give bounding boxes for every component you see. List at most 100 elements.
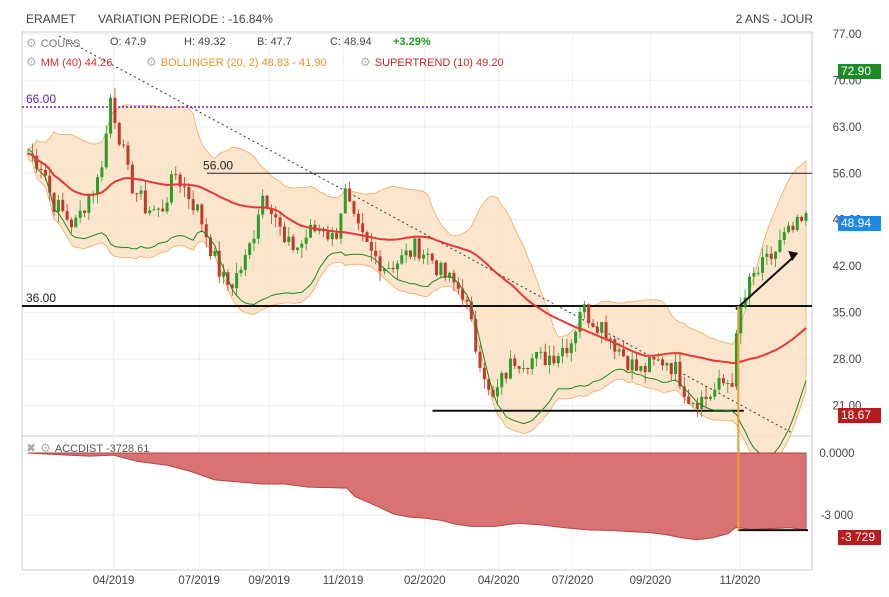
candle-body <box>326 231 330 240</box>
candle-body <box>752 273 756 277</box>
mm-label: MM (40) <box>40 57 82 69</box>
x-tick-label: 04/2020 <box>478 575 520 587</box>
candle-body <box>504 372 508 379</box>
candle-body <box>39 168 43 170</box>
candle-body <box>35 155 39 169</box>
close-icon[interactable]: ✖ <box>26 441 37 455</box>
candle-body <box>222 272 226 277</box>
candle-body <box>687 396 691 405</box>
supertrend-legend[interactable]: ⚙ SUPERTREND (10) 49.20 <box>360 55 504 69</box>
candle-body <box>43 169 47 176</box>
candle-body <box>352 201 356 214</box>
level-66-label: 66.00 <box>26 92 56 106</box>
candle-body <box>56 199 60 212</box>
candle-body <box>435 260 439 276</box>
symbol-label: ERAMET <box>26 12 77 26</box>
candle-body <box>448 272 452 278</box>
candle-body <box>135 193 139 195</box>
candle-body <box>543 351 547 365</box>
candle-body <box>608 338 612 340</box>
candle-body <box>196 204 200 211</box>
candle-body <box>335 233 339 239</box>
gear-icon[interactable]: ⚙ <box>26 55 37 69</box>
accdist-tick-label: 0.0000 <box>819 448 854 460</box>
candle-body <box>456 282 460 289</box>
y-tick-label: 35.00 <box>833 308 862 320</box>
candle-body <box>556 356 560 364</box>
candle-body <box>769 253 773 259</box>
candle-body <box>430 253 434 261</box>
candle-body <box>426 253 430 255</box>
candle-body <box>387 267 391 269</box>
candle-body <box>500 372 504 388</box>
candle-body <box>61 199 65 211</box>
candle-body <box>378 256 382 272</box>
candle-body <box>343 188 347 214</box>
candle-body <box>96 177 100 194</box>
candle-body <box>682 386 686 397</box>
price-tag-current: 48.94 <box>838 216 881 231</box>
candle-body <box>217 250 221 277</box>
candle-body <box>282 226 286 243</box>
cours-label: COURS <box>40 38 81 50</box>
candle-body <box>582 304 586 312</box>
candle-body <box>304 237 308 244</box>
gear-icon[interactable]: ⚙ <box>146 55 157 69</box>
candle-body <box>617 349 621 352</box>
candle-body <box>87 195 91 214</box>
candle-body <box>565 347 569 354</box>
candle-body <box>391 267 395 270</box>
candle-body <box>530 358 534 370</box>
candle-body <box>561 347 565 357</box>
candle-body <box>508 358 512 379</box>
cours-legend[interactable]: ⚙ COURS <box>26 36 81 50</box>
candle-body <box>591 323 595 327</box>
candle-body <box>595 326 599 333</box>
supertrend-line <box>27 148 807 459</box>
candle-body <box>213 250 217 257</box>
candle-body <box>356 213 360 224</box>
candle-body <box>700 396 704 409</box>
accdist-label: ACCDIST <box>54 443 103 455</box>
candle-body <box>482 367 486 380</box>
gear-icon[interactable]: ⚙ <box>26 36 37 50</box>
bollinger-value: 48.83 - 41.90 <box>261 57 327 69</box>
x-tick-label: 11/2019 <box>323 575 364 587</box>
mm-legend[interactable]: ⚙ MM (40) 44.26 <box>26 55 112 69</box>
candle-body <box>256 214 260 239</box>
mm-value: 44.26 <box>84 57 113 69</box>
candle-body <box>487 379 491 390</box>
candle-body <box>539 351 543 353</box>
bollinger-legend[interactable]: ⚙ BOLLINGER (20, 2) 48.83 - 41.90 <box>146 55 327 69</box>
gear-icon[interactable]: ⚙ <box>360 55 371 69</box>
candle-body <box>169 174 173 203</box>
candle-body <box>495 387 499 397</box>
price-tag-top: 72.90 <box>838 64 881 79</box>
candle-body <box>643 366 647 373</box>
candle-body <box>156 208 160 210</box>
candle-body <box>765 253 769 258</box>
candle-body <box>717 378 721 390</box>
candle-body <box>269 208 273 215</box>
period-selector[interactable]: 2 ANS - JOUR <box>735 12 813 26</box>
candle-body <box>730 383 734 387</box>
candle-body <box>704 396 708 400</box>
candle-body <box>695 402 699 409</box>
candle-body <box>422 254 426 259</box>
candle-body <box>400 255 404 264</box>
candle-body <box>109 97 113 134</box>
candle-body <box>648 357 652 373</box>
candle-body <box>200 204 204 225</box>
y-tick-label: 28.00 <box>833 354 862 366</box>
trend-arrow-line <box>735 255 796 311</box>
candle-body <box>239 269 243 274</box>
level-56-label: 56.00 <box>203 158 233 172</box>
candle-body <box>104 133 108 168</box>
candle-body <box>804 213 808 221</box>
accdist-legend[interactable]: ✖ ⚙ ACCDIST -3728.61 <box>26 441 149 455</box>
gear-icon[interactable]: ⚙ <box>40 441 51 455</box>
x-tick-label: 09/2019 <box>248 575 290 587</box>
candle-body <box>261 195 265 215</box>
candle-body <box>787 225 791 233</box>
